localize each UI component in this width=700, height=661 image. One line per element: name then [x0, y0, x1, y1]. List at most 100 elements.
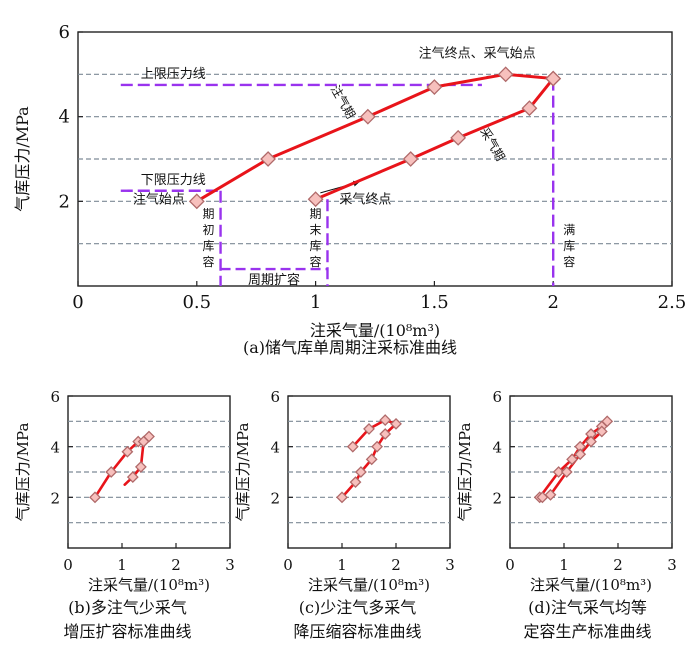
data-point-c: [390, 417, 402, 430]
series-line-c-0: [340, 418, 398, 499]
capacity-label-0: 初: [203, 223, 215, 237]
data-point-a: [426, 79, 443, 95]
data-point-a: [545, 70, 562, 87]
data-point-c: [354, 466, 367, 478]
x-tick-label-c: 0: [283, 556, 293, 574]
chart-a: 2 4 6 0 0.5 1 1.5 2 2.5 注采气量/(10⁸m³) 气库压力/MPa 上限压力线…: [13, 22, 686, 340]
data-point-b: [126, 471, 139, 483]
annotation-inject-period: 注气期: [328, 82, 359, 121]
data-point-c: [349, 476, 362, 489]
chart-b: 2 4 6 0 1 2 3 注采气量/(10⁸m³) 气库压力/MPa: [14, 388, 235, 594]
annotation-produce-end: 采气终点: [339, 191, 391, 207]
y-tick-label-c: 4: [270, 439, 280, 457]
data-point-d: [574, 448, 587, 461]
expansion-bracket-label: 周期扩容: [248, 272, 300, 288]
annotation-inject-end: 注气终点、采气始点: [419, 45, 536, 61]
y-tick-label-c: 6: [270, 388, 280, 406]
y-tick-label-d: 2: [492, 489, 502, 507]
data-point-a: [497, 66, 514, 83]
caption-d-line2: 定容生产标准曲线: [523, 622, 652, 641]
x-tick-label-c: 2: [391, 556, 401, 574]
data-point-c: [336, 491, 348, 504]
series-line-a-0: [195, 72, 555, 203]
y-axis-label-b: 气库压力/MPa: [14, 423, 32, 522]
x-axis-label-a: 注采气量/(10⁸m³): [310, 321, 440, 340]
capacity-label-0: 期: [203, 207, 215, 221]
data-point-c: [363, 423, 375, 435]
y-tick-label-a: 6: [59, 22, 70, 43]
annotation-produce-period: 采气期: [477, 125, 508, 164]
x-tick-label-b: 0: [63, 556, 73, 574]
x-tick-label-a: 2.5: [658, 292, 687, 313]
y-tick-label-a: 2: [59, 191, 70, 212]
x-tick-label-d: 0: [505, 556, 515, 574]
data-point-b: [134, 461, 147, 473]
x-tick-label-b: 3: [225, 556, 235, 574]
y-tick-label-b: 6: [50, 388, 60, 406]
x-tick-label-b: 2: [171, 556, 181, 574]
data-point-c: [379, 428, 392, 440]
capacity-label-1: 容: [309, 254, 321, 269]
data-point-b: [121, 445, 134, 458]
y-axis-label-d: 气库压力/MPa: [456, 423, 474, 522]
data-point-c: [346, 440, 359, 453]
data-point-b: [137, 435, 150, 448]
y-tick-label-c: 2: [270, 489, 280, 507]
x-tick-label-c: 1: [337, 556, 347, 574]
reference-line-label-lower: 下限压力线: [141, 173, 206, 188]
y-tick-label-a: 4: [59, 107, 70, 128]
x-axis-label-b: 注采气量/(10⁸m³): [88, 576, 210, 594]
x-axis-label-d: 注采气量/(10⁸m³): [530, 576, 652, 594]
chart-d: 2 4 6 0 1 2 3 注采气量/(10⁸m³) 气库压力/MPa: [456, 388, 677, 594]
data-point-c: [379, 414, 392, 426]
y-tick-label-d: 6: [492, 388, 502, 406]
series-line-a-1: [314, 77, 555, 201]
data-point-d: [552, 466, 565, 478]
data-point-c: [371, 440, 384, 453]
data-point-a: [450, 129, 467, 146]
y-tick-label-b: 2: [50, 489, 60, 507]
x-axis-label-c: 注采气量/(10⁸m³): [308, 576, 430, 594]
capacity-label-2: 满: [563, 223, 575, 237]
data-point-d: [536, 491, 549, 504]
data-point-a: [359, 108, 376, 125]
data-point-b: [89, 491, 101, 504]
y-axis-label-c: 气库压力/MPa: [234, 423, 252, 522]
data-point-d: [566, 453, 579, 466]
y-tick-label-d: 4: [492, 439, 502, 457]
data-point-d: [560, 466, 573, 478]
caption-a: (a)储气库单周期注采标准曲线: [242, 338, 458, 357]
x-tick-label-a: 0.5: [182, 292, 211, 313]
data-point-a: [521, 100, 538, 117]
x-tick-label-d: 2: [613, 556, 623, 574]
capacity-label-0: 库: [203, 238, 215, 253]
x-tick-label-a: 1.5: [420, 292, 449, 313]
capacity-label-2: 库: [563, 238, 575, 253]
capacity-label-1: 期: [309, 207, 321, 221]
caption-b-line2: 增压扩容标准曲线: [63, 622, 192, 641]
y-axis-label-a: 气库压力/MPa: [13, 106, 32, 212]
caption-c-line2: 降压缩容标准曲线: [293, 622, 422, 641]
capacity-label-1: 末: [309, 223, 321, 237]
data-point-c: [365, 453, 378, 466]
data-point-a: [307, 191, 324, 208]
capacity-label-0: 容: [203, 254, 215, 269]
x-tick-label-d: 3: [667, 556, 677, 574]
x-tick-label-a: 1: [310, 292, 321, 313]
data-point-a: [402, 151, 419, 167]
chart-c: 2 4 6 0 1 2 3 注采气量/(10⁸m³) 气库压力/MPa: [234, 388, 455, 594]
x-tick-label-a: 2: [547, 292, 558, 313]
x-tick-label-a: 0: [72, 292, 83, 313]
caption-c-line1: (c)少注气多采气: [298, 598, 417, 617]
annotation-inject-start: 注气始点: [133, 191, 185, 207]
data-point-d: [585, 435, 597, 448]
capacity-label-2: 容: [563, 254, 575, 269]
data-point-a: [188, 193, 205, 210]
data-point-b: [105, 466, 118, 478]
x-tick-label-d: 1: [559, 556, 569, 574]
caption-d-line1: (d)注气采气均等: [528, 598, 647, 617]
reference-line-label-upper: 上限压力线: [141, 67, 206, 82]
x-tick-label-b: 1: [117, 556, 127, 574]
capacity-label-1: 库: [309, 238, 321, 253]
